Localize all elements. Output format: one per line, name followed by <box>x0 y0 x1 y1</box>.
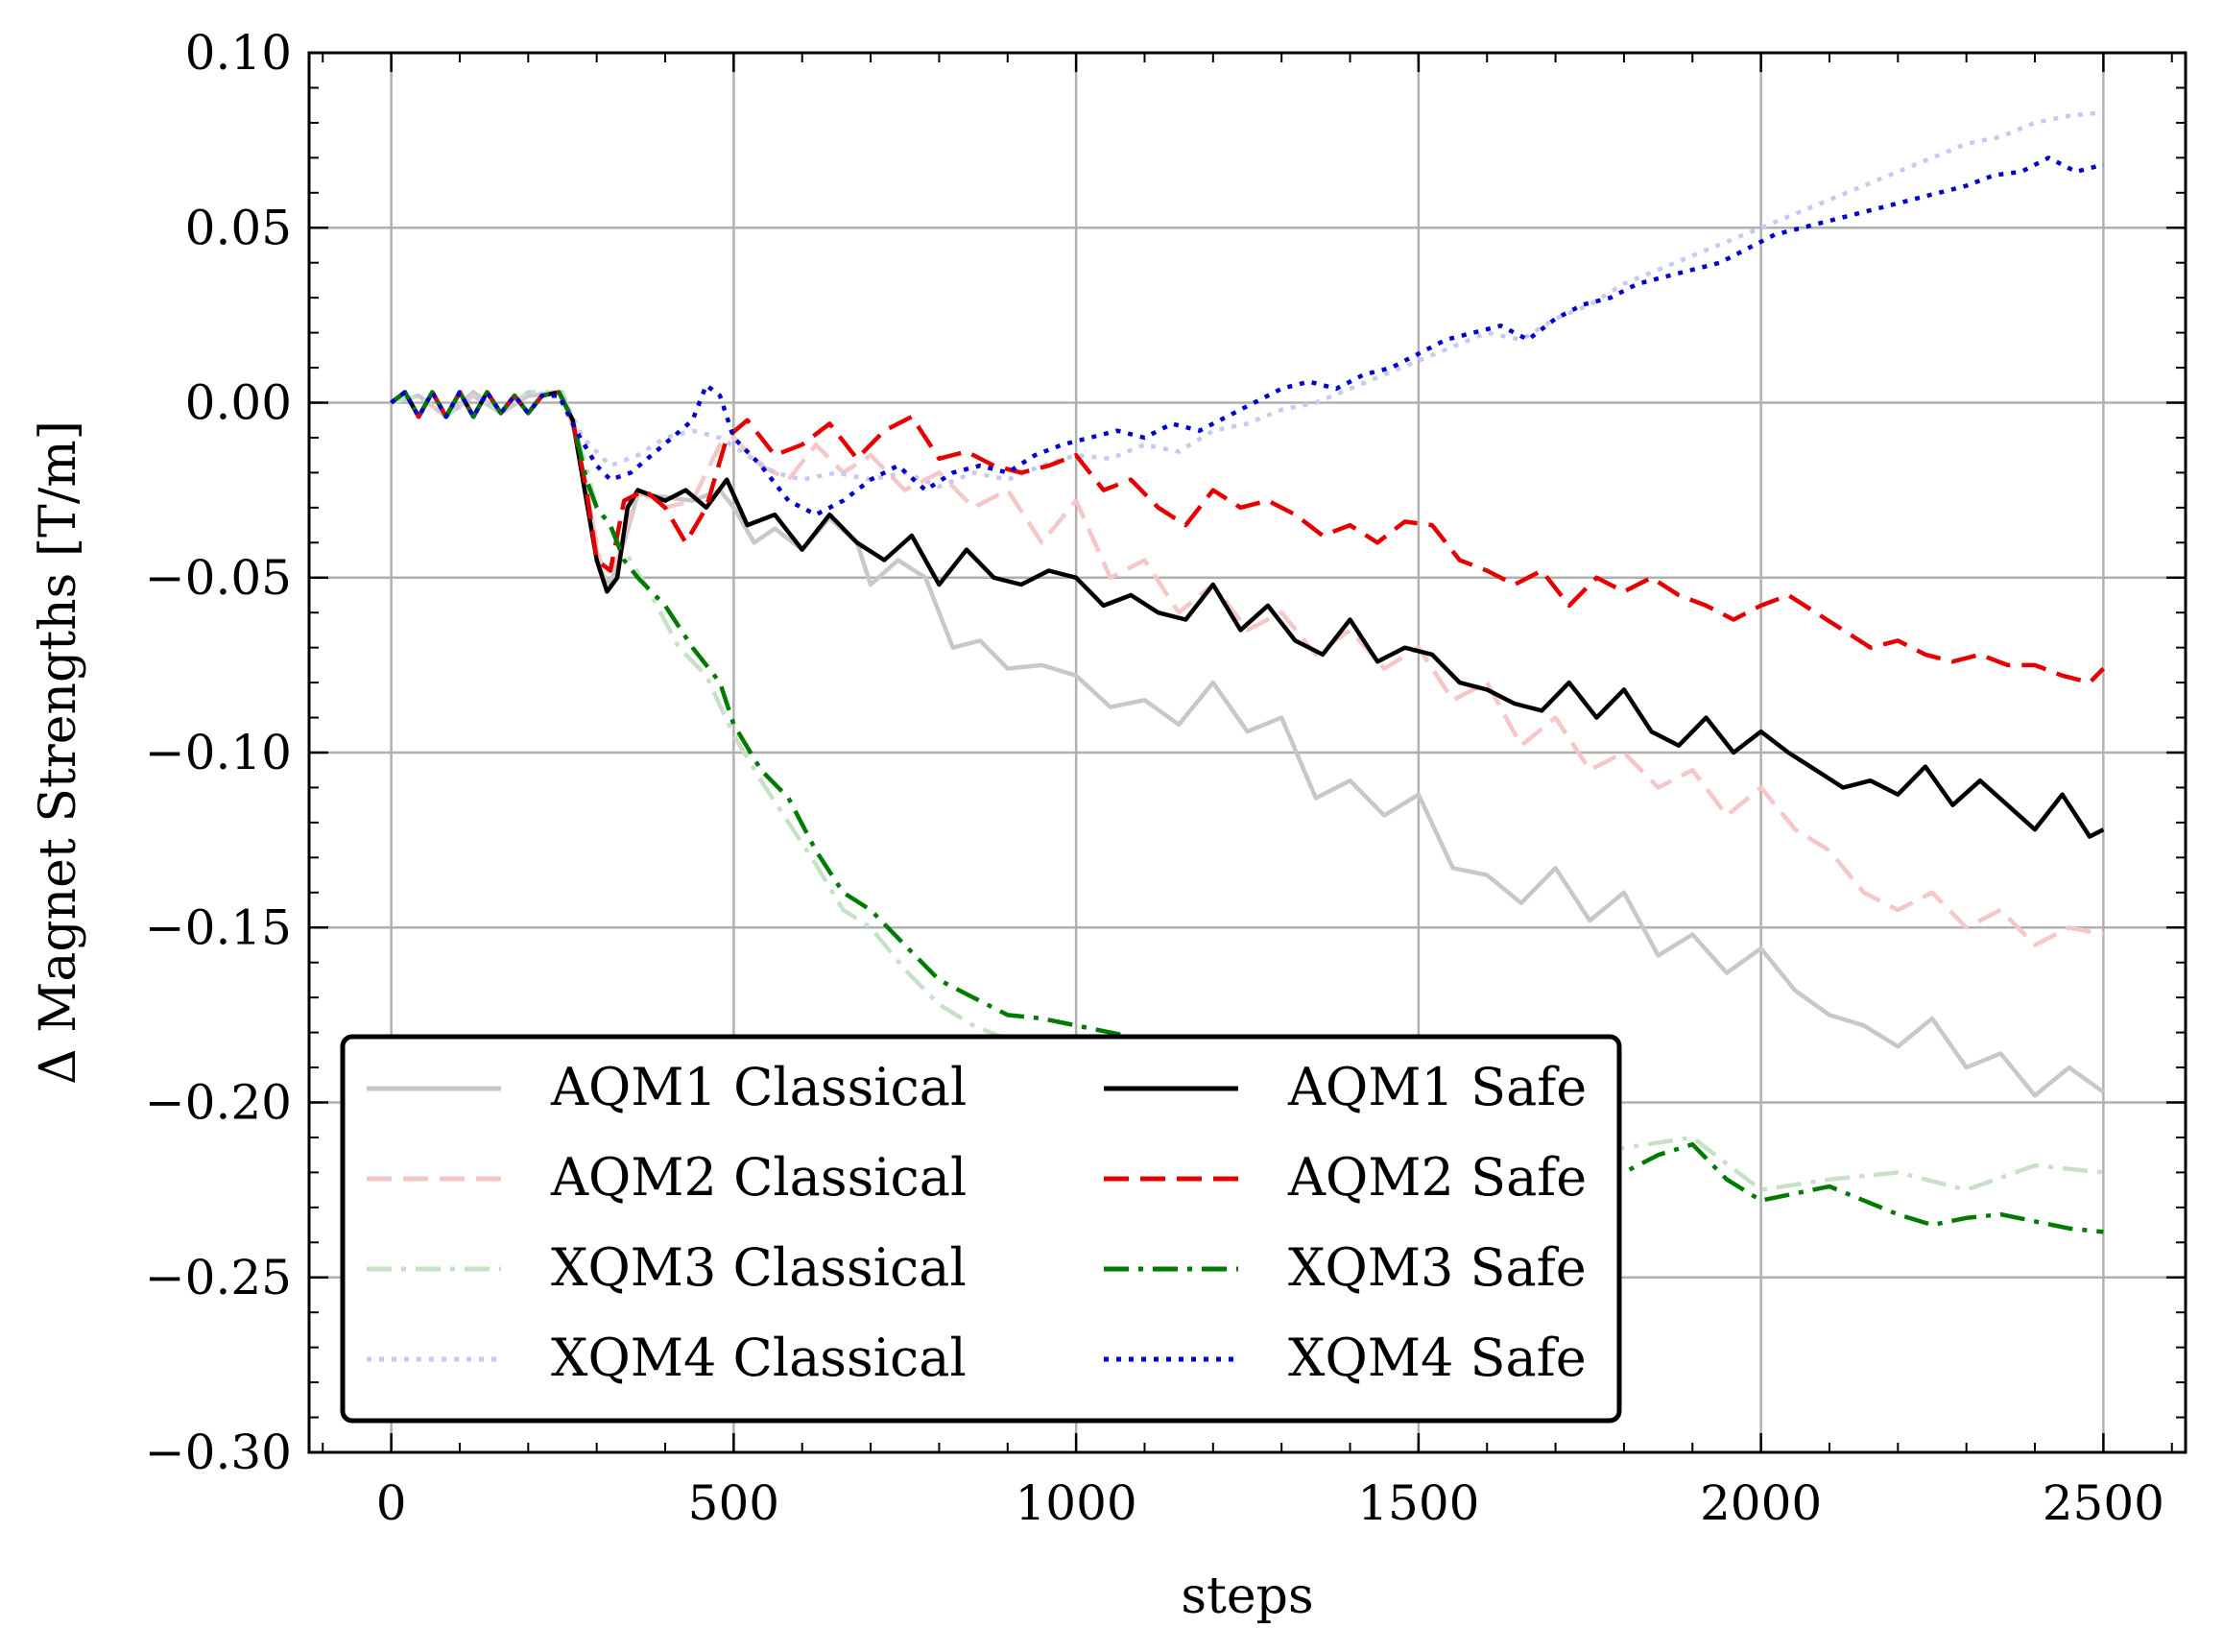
legend-box <box>340 1034 1622 1424</box>
y-tick-label: −0.10 <box>145 725 292 780</box>
legend-label-xqm4-classical: XQM4 Classical <box>551 1328 967 1388</box>
series-line-xqm4-classical <box>391 109 2104 490</box>
y-tick-label: −0.15 <box>145 899 292 955</box>
series-line-xqm3-safe <box>390 390 2104 1234</box>
legend-label-aqm1-safe: AQM1 Safe <box>1287 1057 1587 1117</box>
axes: 0 500 1000 1500 2000 2500 0.10 0.05 0.00 −0.05 −0.… <box>30 25 2187 1625</box>
x-tick-label: 2500 <box>2043 1475 2164 1531</box>
x-tick-label: 2000 <box>1700 1475 1822 1531</box>
y-axis-label: Δ Magnet Strengths [T/m] <box>30 420 87 1085</box>
x-tick-label: 1500 <box>1357 1475 1479 1531</box>
y-tick-label: −0.25 <box>145 1250 292 1305</box>
x-tick-label: 0 <box>376 1475 407 1531</box>
x-tick-label: 1000 <box>1015 1475 1136 1531</box>
legend-label-aqm1-classical: AQM1 Classical <box>550 1057 967 1117</box>
y-tick-label: 0.05 <box>185 200 292 255</box>
legend-label-xqm3-classical: XQM3 Classical <box>551 1237 967 1298</box>
legend: AQM1 Classical AQM2 Classical XQM3 Classic… <box>340 1034 1622 1424</box>
y-tick-label: 0.10 <box>185 25 292 81</box>
series-line-aqm1-classical <box>391 390 2105 1098</box>
legend-label-xqm4-safe: XQM4 Safe <box>1288 1328 1587 1388</box>
legend-label-aqm2-safe: AQM2 Safe <box>1287 1147 1587 1208</box>
legend-label-aqm2-classical: AQM2 Classical <box>550 1147 967 1208</box>
x-axis-label: steps <box>1181 1568 1313 1625</box>
series-line-aqm2-classical <box>391 390 2104 947</box>
legend-label-xqm3-safe: XQM3 Safe <box>1288 1237 1587 1298</box>
y-tick-label: −0.30 <box>145 1425 292 1480</box>
series-line-xqm4-safe <box>390 156 2104 517</box>
y-tick-label: −0.05 <box>145 550 292 606</box>
series-layer <box>390 109 2106 1234</box>
x-tick-label: 500 <box>688 1475 779 1531</box>
y-tick-label: −0.20 <box>145 1075 292 1131</box>
y-tick-label: 0.00 <box>185 375 292 431</box>
series-line-aqm2-safe <box>390 390 2106 685</box>
